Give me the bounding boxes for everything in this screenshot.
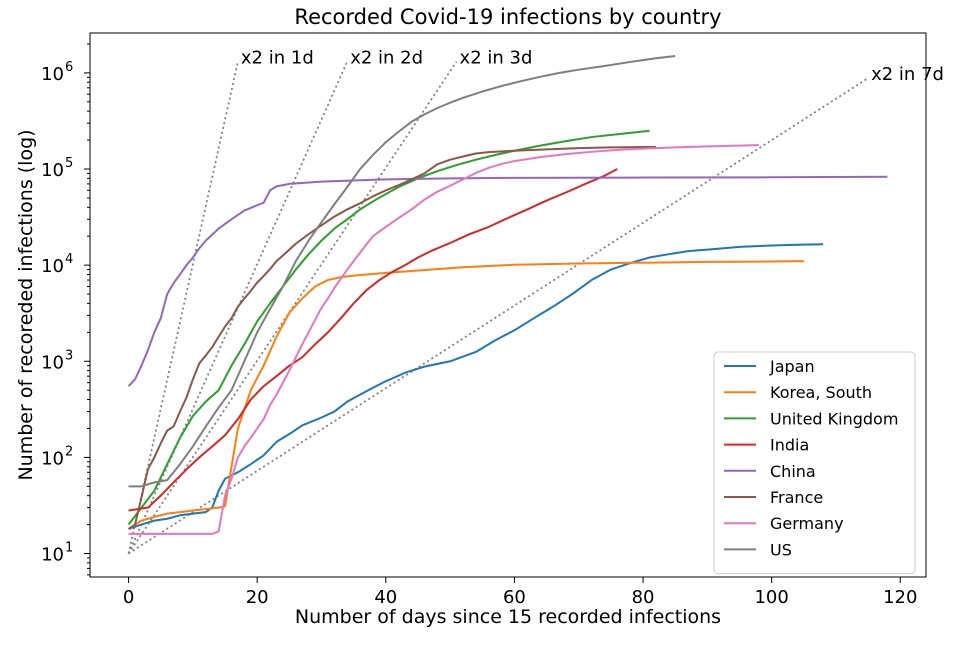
series-line (127, 129, 650, 526)
legend-box (713, 351, 916, 575)
x-axis-title: Number of days since 15 recorded infecti… (295, 606, 721, 628)
legend-label: India (770, 436, 809, 455)
x-tick-label: 80 (632, 587, 655, 608)
series-lines (127, 54, 888, 535)
reference-line (127, 61, 239, 554)
x-tick-label: 120 (883, 587, 917, 608)
y-tick-label: 10 (41, 256, 64, 277)
x-tick-label: 20 (246, 587, 269, 608)
chart-title: Recorded Covid-19 infections by country (294, 5, 721, 29)
y-tick-label-exponent: 1 (65, 541, 73, 556)
y-tick-label-exponent: 6 (65, 60, 73, 75)
series-line (128, 54, 676, 488)
legend-label: France (770, 488, 823, 507)
reference-line-label: x2 in 2d (350, 48, 423, 69)
legend-label: Japan (769, 357, 815, 376)
plot-area (127, 54, 888, 555)
y-tick-label-exponent: 5 (65, 156, 73, 171)
x-tick-label: 40 (374, 587, 397, 608)
plot-frame (89, 32, 927, 578)
legend-label: Korea, South (770, 383, 872, 402)
y-tick-label-exponent: 3 (65, 348, 73, 363)
series-line (128, 145, 656, 530)
x-axis: 0 20 40 60 80 100 120 (123, 577, 917, 608)
reference-lines (127, 61, 869, 555)
x-tick-label: 100 (754, 587, 788, 608)
y-tick-label: 10 (41, 545, 64, 566)
series-line (127, 175, 888, 387)
legend-label: US (770, 540, 792, 559)
y-tick-label: 10 (41, 64, 64, 85)
y-tick-label: 10 (41, 448, 64, 469)
y-axis-title: Number of recoreded infections (log) (15, 129, 37, 480)
legend-label: China (770, 462, 816, 481)
legend-label: Germany (770, 514, 844, 533)
y-tick-label: 10 (41, 160, 64, 181)
reference-line (127, 61, 458, 555)
reference-line-label: x2 in 1d (241, 48, 314, 69)
series-line (128, 144, 759, 535)
x-tick-label: 60 (503, 587, 526, 608)
x-tick-label: 0 (123, 587, 134, 608)
y-tick-label-exponent: 2 (65, 444, 73, 459)
reference-line-label: x2 in 3d (460, 48, 533, 69)
reference-line-label: x2 in 7d (871, 64, 944, 85)
y-tick-label-exponent: 4 (65, 252, 73, 267)
reference-line (128, 77, 869, 555)
y-tick-label: 10 (41, 352, 64, 373)
legend-label: United Kingdom (770, 409, 898, 428)
series-line (128, 168, 618, 512)
series-line (128, 260, 804, 530)
legend: Japan Korea, South United Kingdom India Chin… (713, 351, 916, 575)
